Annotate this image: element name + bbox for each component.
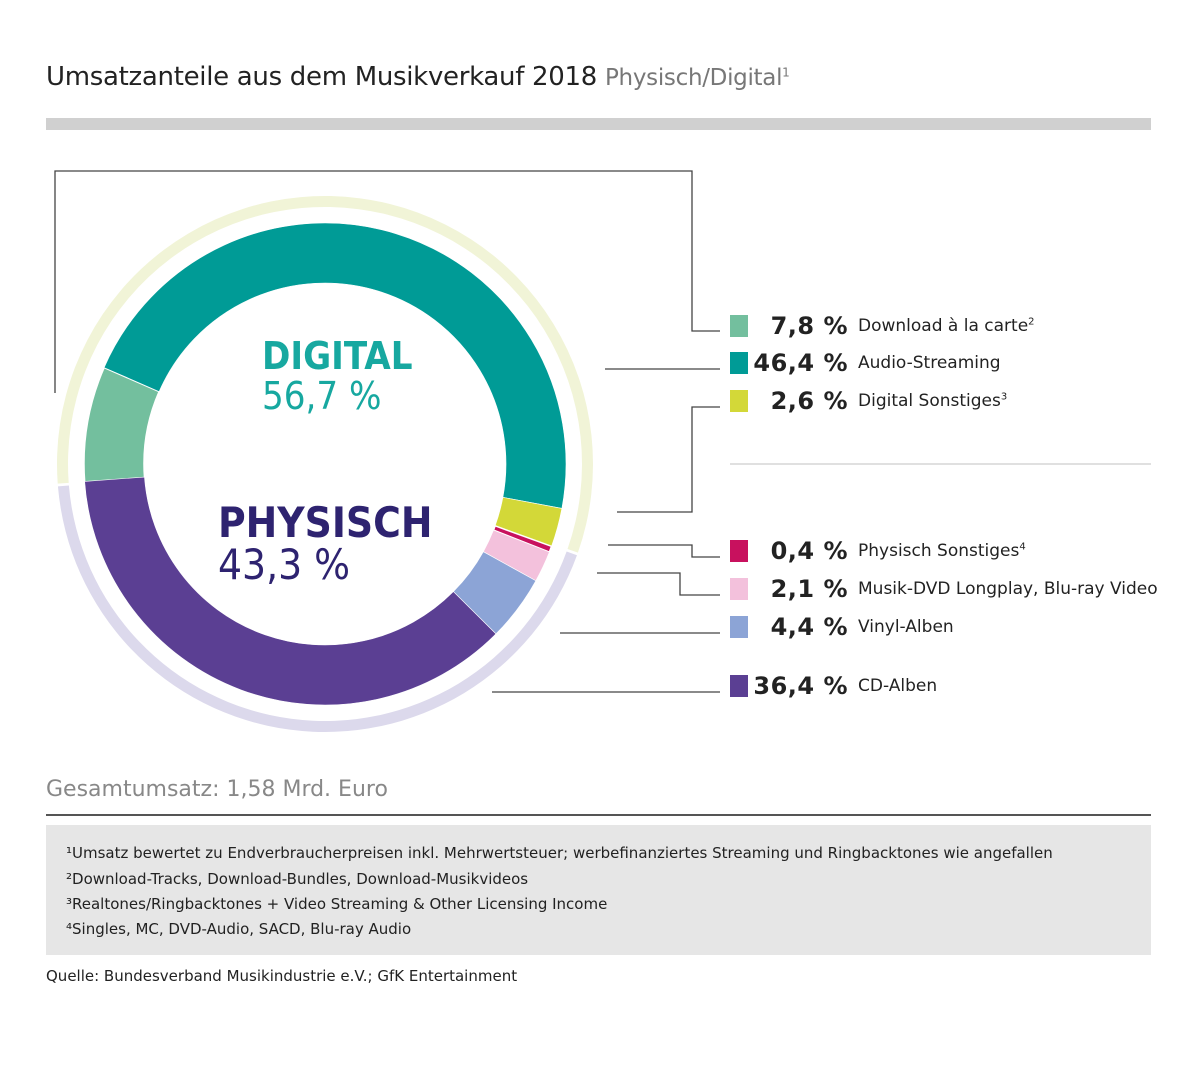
title-sup: 1	[782, 65, 790, 80]
legend-value: 0,4 %	[770, 537, 848, 565]
legend-swatch	[730, 616, 748, 638]
footnotes: ¹Umsatz bewertet zu Endverbraucherpreise…	[46, 825, 1151, 955]
legend-item: 2,1 % Musik-DVD Longplay, Blu-ray Video	[730, 575, 1158, 603]
legend-label: Digital Sonstiges3	[858, 391, 1008, 411]
legend-label: Audio-Streaming	[858, 353, 1001, 373]
legend-swatch	[730, 578, 748, 600]
legend-value: 2,1 %	[770, 575, 848, 603]
footnote: ²Download-Tracks, Download-Bundles, Down…	[66, 870, 529, 888]
legend-swatch	[730, 390, 748, 412]
leader-line	[617, 406, 720, 513]
divider	[46, 814, 1151, 816]
leader-line	[608, 544, 720, 558]
legend-value: 36,4 %	[753, 672, 848, 700]
legend-item: 4,4 % Vinyl-Alben	[730, 613, 954, 641]
digital-label: DIGITAL 56,7 %	[262, 336, 412, 416]
legend-swatch	[730, 540, 748, 562]
footnote-ref: 4	[1019, 541, 1026, 553]
footnote: ³Realtones/Ringbacktones + Video Streami…	[66, 895, 608, 913]
physisch-label: PHYSISCH 43,3 %	[218, 502, 433, 586]
physisch-value: 43,3 %	[218, 540, 351, 589]
footnote-ref: 2	[1028, 316, 1035, 328]
footnote-ref: 3	[1000, 391, 1008, 403]
legend-label: Physisch Sonstiges4	[858, 541, 1026, 561]
legend-item: 7,8 % Download à la carte2	[730, 312, 1035, 340]
legend-item: 36,4 % CD-Alben	[730, 672, 938, 700]
legend-swatch	[730, 675, 748, 697]
legend-separator	[730, 463, 1151, 465]
legend-value: 2,6 %	[770, 387, 848, 415]
slice-cd-alben	[84, 476, 497, 706]
title-bar	[46, 118, 1151, 130]
legend-label: Download à la carte2	[858, 316, 1035, 336]
legend-value: 7,8 %	[770, 312, 848, 340]
digital-name: DIGITAL	[262, 334, 413, 378]
title-sub: Physisch/Digital1	[605, 65, 790, 91]
footnote: ¹Umsatz bewertet zu Endverbraucherpreise…	[66, 844, 1053, 862]
legend-swatch	[730, 352, 748, 374]
legend-item: 2,6 % Digital Sonstiges3	[730, 387, 1008, 415]
title-sub-text: Physisch/Digital	[604, 65, 783, 91]
leader-line	[54, 170, 720, 393]
source: Quelle: Bundesverband Musikindustrie e.V…	[46, 967, 518, 985]
digital-value: 56,7 %	[262, 374, 382, 418]
slice-audio-streaming	[103, 222, 567, 509]
leader-line	[597, 572, 720, 596]
legend-item: 46,4 % Audio-Streaming	[730, 349, 1001, 377]
legend-label: Musik-DVD Longplay, Blu-ray Video	[858, 579, 1158, 599]
legend-label: CD-Alben	[858, 676, 938, 696]
total-revenue: Gesamtumsatz: 1,58 Mrd. Euro	[46, 777, 388, 802]
title-main: Umsatzanteile aus dem Musikverkauf 2018	[46, 62, 598, 92]
footnote: ⁴Singles, MC, DVD-Audio, SACD, Blu-ray A…	[66, 920, 412, 938]
chart-title: Umsatzanteile aus dem Musikverkauf 2018 …	[46, 62, 790, 92]
legend-swatch	[730, 315, 748, 337]
legend-item: 0,4 % Physisch Sonstiges4	[730, 537, 1026, 565]
legend-label: Vinyl-Alben	[858, 617, 954, 637]
legend-value: 4,4 %	[770, 613, 848, 641]
physisch-name: PHYSISCH	[218, 498, 433, 547]
legend-value: 46,4 %	[753, 349, 848, 377]
